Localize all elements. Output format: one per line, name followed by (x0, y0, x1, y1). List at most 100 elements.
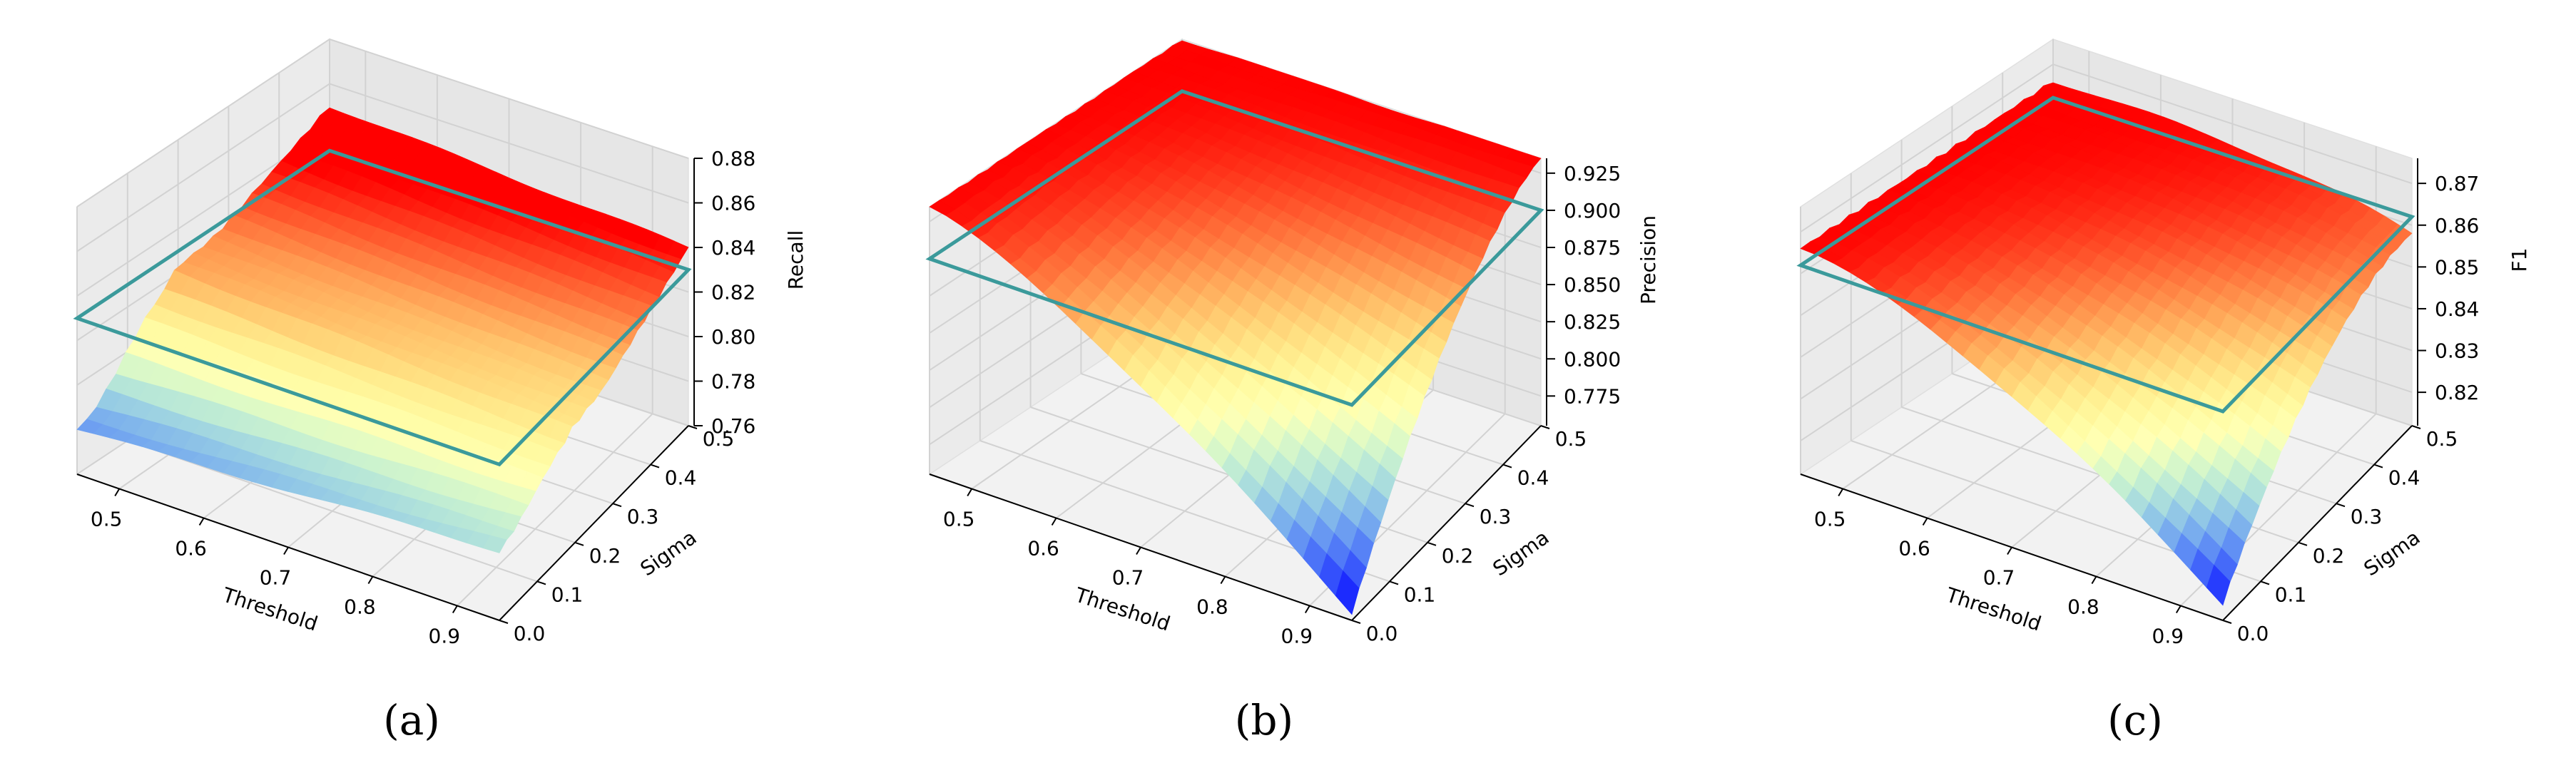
y-tick (1502, 464, 1512, 468)
y-tick-label: 0.3 (2351, 505, 2383, 528)
z-tick-label: 0.78 (711, 370, 755, 394)
z-tick-label: 0.84 (2435, 297, 2479, 321)
surface (76, 107, 689, 553)
x-tick (2175, 605, 2182, 614)
x-tick-label: 0.9 (429, 625, 461, 648)
y-tick-label: 0.1 (2275, 583, 2307, 606)
x-tick (1922, 517, 1928, 526)
panel-caption: (c) (2107, 696, 2163, 744)
z-axis-label: F1 (2508, 248, 2531, 272)
x-tick-label: 0.6 (1027, 537, 1059, 560)
z-tick-label: 0.82 (2435, 381, 2479, 404)
surface-cell (2206, 564, 2231, 606)
x-tick-label: 0.5 (91, 508, 123, 531)
x-tick-label: 0.8 (344, 595, 376, 619)
y-tick-label: 0.1 (1404, 583, 1436, 606)
x-tick-label: 0.7 (260, 566, 292, 590)
y-tick (1540, 425, 1550, 429)
y-tick-label: 0.3 (627, 505, 659, 528)
z-axis-label: Recall (784, 230, 808, 290)
y-tick (536, 580, 546, 585)
y-tick-label: 0.2 (1442, 544, 1474, 568)
z-tick-label: 0.850 (1564, 273, 1621, 297)
y-tick-label: 0.5 (2426, 427, 2458, 451)
threshold-plane (925, 89, 1544, 407)
y-axis-line (1351, 425, 1542, 621)
x-tick (114, 488, 121, 497)
z-tick-label: 0.85 (2435, 255, 2479, 279)
y-axis-label: Sigma (2360, 526, 2425, 580)
y-tick-label: 0.2 (589, 544, 621, 568)
z-tick-label: 0.875 (1564, 236, 1621, 260)
y-tick (574, 541, 584, 546)
threshold-plane (1796, 96, 2415, 414)
y-axis-label: Sigma (1489, 526, 1554, 580)
x-tick-label: 0.8 (1196, 595, 1228, 619)
x-tick-label: 0.9 (1281, 625, 1313, 648)
y-axis-label: Sigma (636, 526, 701, 580)
threshold-plane (73, 148, 692, 467)
panel-recall: 0.50.60.70.80.9 0.00.10.20.30.40.50.760.7… (73, 38, 808, 744)
z-tick-label: 0.86 (711, 192, 755, 215)
x-axis-label: Threshold (1071, 583, 1173, 635)
x-tick (198, 517, 205, 526)
y-tick-label: 0.5 (1555, 427, 1587, 451)
x-tick-label: 0.5 (1814, 508, 1846, 531)
y-tick (2260, 580, 2270, 585)
x-tick (367, 575, 374, 585)
panel-f1: 0.50.60.70.80.9 0.00.10.20.30.40.50.820.8… (1796, 38, 2531, 744)
y-tick-label: 0.0 (2237, 622, 2269, 645)
z-tick-label: 0.825 (1564, 310, 1621, 334)
x-tick (967, 488, 973, 497)
z-tick-label: 0.87 (2435, 172, 2479, 195)
y-tick (1389, 580, 1399, 585)
y-tick-label: 0.5 (703, 427, 735, 451)
x-tick-label: 0.6 (1898, 537, 1930, 560)
panel-precision: 0.50.60.70.80.9 0.00.10.20.30.40.50.7750.… (925, 38, 1660, 744)
y-axis-line (499, 425, 689, 621)
surface (929, 40, 1542, 615)
x-tick-label: 0.5 (943, 508, 975, 531)
y-tick-label: 0.4 (1517, 466, 1549, 490)
surface-cell (482, 535, 507, 553)
y-tick (2411, 425, 2421, 429)
y-tick (612, 503, 622, 508)
x-tick-label: 0.7 (1983, 566, 2015, 590)
x-tick-label: 0.6 (175, 537, 207, 560)
y-tick-label: 0.1 (551, 583, 584, 606)
x-tick (452, 605, 458, 614)
y-tick (1351, 620, 1361, 624)
y-tick-label: 0.4 (665, 466, 697, 490)
y-tick (2222, 620, 2232, 624)
x-tick (283, 546, 289, 555)
x-tick (2007, 546, 2012, 555)
y-tick-label: 0.2 (2313, 544, 2345, 568)
x-axis-label: Threshold (1943, 583, 2044, 635)
y-tick (499, 620, 509, 624)
y-tick-label: 0.3 (1480, 505, 1512, 528)
y-tick (2298, 541, 2308, 546)
y-tick-label: 0.0 (514, 622, 546, 645)
z-tick-label: 0.88 (711, 147, 755, 170)
z-tick-label: 0.900 (1564, 199, 1621, 222)
x-tick (2091, 575, 2097, 585)
y-tick-label: 0.4 (2388, 466, 2420, 490)
y-tick (1427, 541, 1437, 546)
z-tick-label: 0.83 (2435, 339, 2479, 363)
surface-cell (1335, 570, 1360, 615)
x-tick-label: 0.8 (2067, 595, 2099, 619)
z-axis-label: Precision (1636, 215, 1660, 304)
z-tick-label: 0.80 (711, 325, 755, 349)
x-tick (1220, 575, 1226, 585)
z-tick-label: 0.82 (711, 281, 755, 304)
z-tick-label: 0.86 (2435, 214, 2479, 237)
z-tick-label: 0.76 (711, 414, 755, 438)
z-tick-label: 0.775 (1564, 384, 1621, 408)
x-tick (1304, 605, 1310, 614)
x-axis-label: Threshold (219, 583, 320, 635)
y-tick (650, 464, 660, 468)
y-axis-line (2222, 425, 2413, 621)
y-tick (2336, 503, 2346, 508)
x-tick (1051, 517, 1057, 526)
